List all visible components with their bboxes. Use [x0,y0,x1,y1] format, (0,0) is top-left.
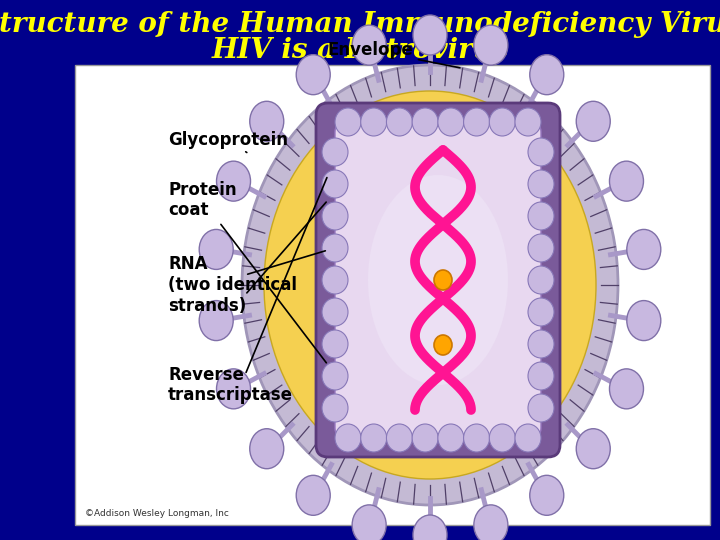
Ellipse shape [528,234,554,262]
Ellipse shape [199,301,233,341]
Ellipse shape [528,138,554,166]
Ellipse shape [490,424,516,452]
Ellipse shape [528,362,554,390]
Ellipse shape [474,25,508,65]
Ellipse shape [530,475,564,515]
Ellipse shape [296,55,330,94]
Ellipse shape [464,424,490,452]
Text: Reverse
transcriptase: Reverse transcriptase [168,366,293,404]
FancyBboxPatch shape [316,103,560,457]
Ellipse shape [528,394,554,422]
Ellipse shape [322,138,348,166]
Ellipse shape [576,429,611,469]
Ellipse shape [610,161,644,201]
Ellipse shape [250,429,284,469]
Ellipse shape [434,335,452,355]
Ellipse shape [352,25,386,65]
Ellipse shape [322,170,348,198]
Ellipse shape [474,505,508,540]
Ellipse shape [530,55,564,94]
Ellipse shape [412,424,438,452]
Ellipse shape [322,266,348,294]
FancyBboxPatch shape [335,122,541,438]
Ellipse shape [217,369,251,409]
Ellipse shape [264,91,596,479]
Text: RNA
(two identical
strands): RNA (two identical strands) [168,255,297,315]
Bar [75,65,710,525]
Ellipse shape [387,424,413,452]
Ellipse shape [438,108,464,136]
Ellipse shape [528,170,554,198]
Ellipse shape [335,108,361,136]
Text: Glycoprotein: Glycoprotein [168,131,288,152]
Text: HIV is a Retrovirus: HIV is a Retrovirus [211,37,509,64]
Ellipse shape [627,301,661,341]
Ellipse shape [322,202,348,230]
Ellipse shape [515,108,541,136]
Ellipse shape [242,65,618,505]
Ellipse shape [322,330,348,358]
Ellipse shape [413,515,447,540]
Ellipse shape [464,108,490,136]
Ellipse shape [322,298,348,326]
Text: ©Addison Wesley Longman, Inc: ©Addison Wesley Longman, Inc [85,509,229,518]
Text: Envelope: Envelope [327,41,460,68]
Text: Structure of the Human Immunodeficiency Virus: Structure of the Human Immunodeficiency … [0,11,720,38]
Ellipse shape [627,230,661,269]
Ellipse shape [528,202,554,230]
Ellipse shape [217,161,251,201]
Ellipse shape [528,298,554,326]
Ellipse shape [322,362,348,390]
Ellipse shape [528,330,554,358]
Ellipse shape [515,424,541,452]
Ellipse shape [361,108,387,136]
Ellipse shape [296,475,330,515]
Ellipse shape [322,394,348,422]
Ellipse shape [610,369,644,409]
Ellipse shape [438,424,464,452]
Ellipse shape [576,102,611,141]
Ellipse shape [368,175,508,385]
Ellipse shape [490,108,516,136]
Ellipse shape [412,108,438,136]
Ellipse shape [199,230,233,269]
Text: Protein
coat: Protein coat [168,180,326,363]
Ellipse shape [387,108,413,136]
Ellipse shape [322,234,348,262]
Ellipse shape [528,266,554,294]
Ellipse shape [335,424,361,452]
Ellipse shape [413,15,447,55]
Ellipse shape [250,102,284,141]
Ellipse shape [352,505,386,540]
Ellipse shape [361,424,387,452]
Ellipse shape [434,270,452,290]
